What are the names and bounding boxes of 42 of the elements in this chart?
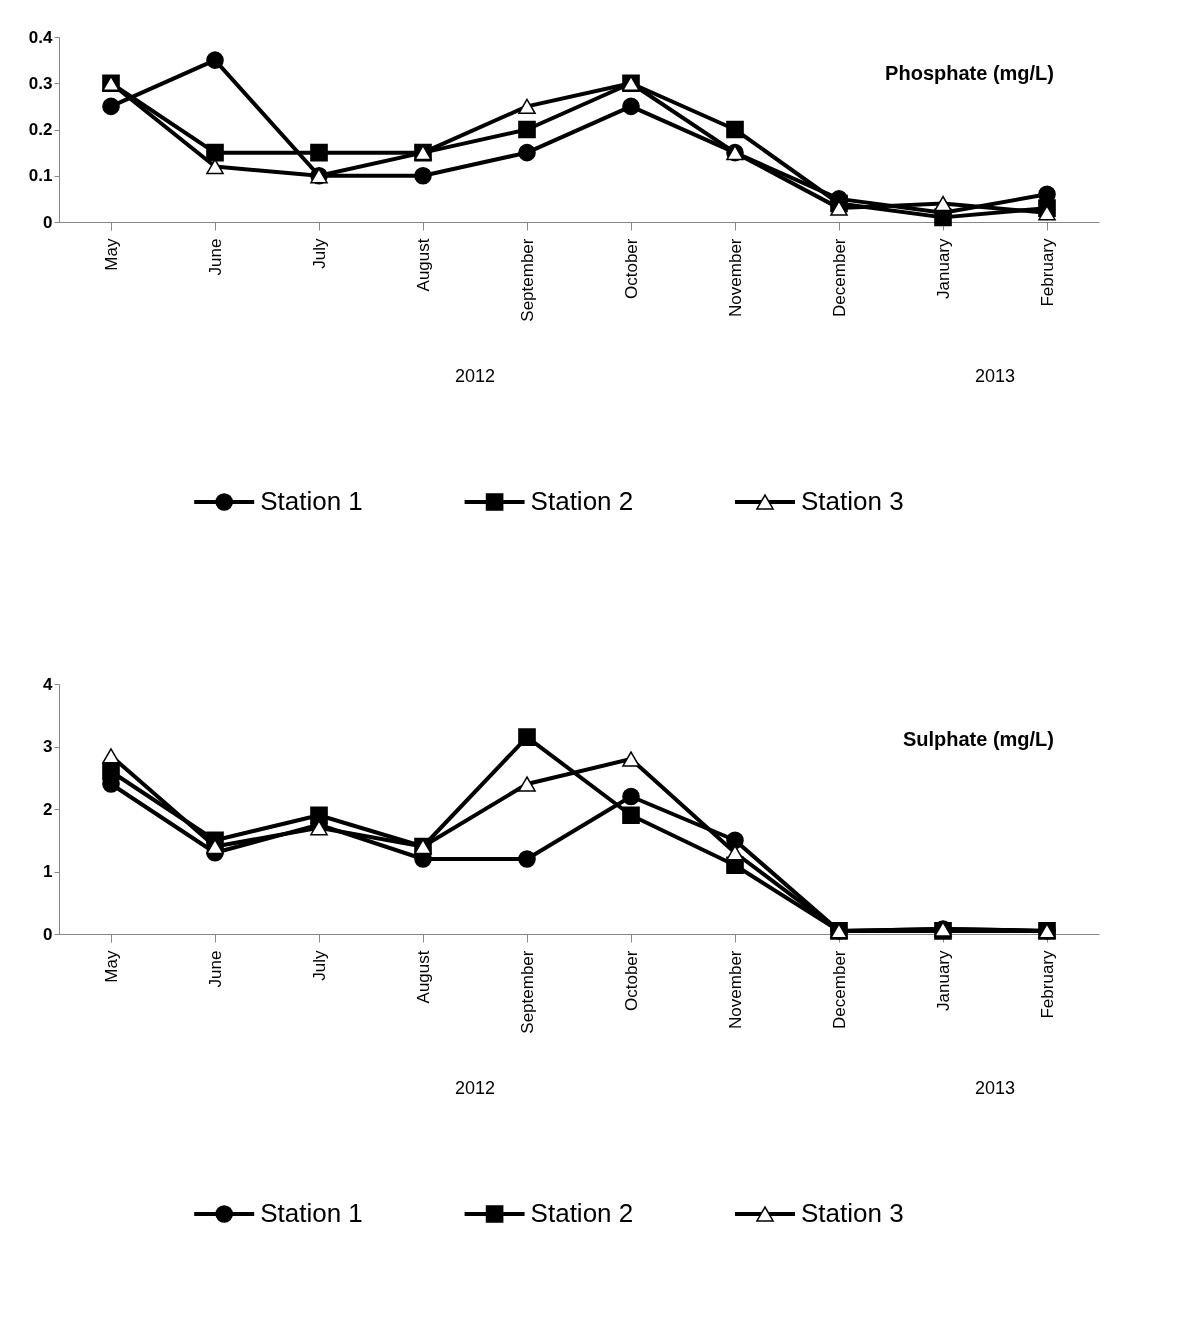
text: 2012 bbox=[454, 366, 496, 386]
y-tick-label: 1 bbox=[43, 862, 53, 881]
x-tick-label: January bbox=[933, 238, 953, 299]
x-tick-label: December bbox=[829, 238, 849, 317]
x-tick-label: October bbox=[621, 238, 641, 299]
y-tick-label: 0.2 bbox=[28, 120, 53, 139]
y-tick-label: 0 bbox=[43, 924, 53, 944]
x-tick-label: July bbox=[309, 950, 329, 981]
x-tick-label: January bbox=[933, 950, 953, 1011]
x-tick-label: June bbox=[205, 950, 225, 988]
text: Phosphate (mg/L) bbox=[885, 61, 1054, 84]
legend-label: Station 2 bbox=[530, 486, 634, 516]
y-tick-label: 0.4 bbox=[28, 27, 54, 47]
x-tick-label: May bbox=[101, 238, 121, 271]
legend-label: Station 3 bbox=[801, 1198, 904, 1228]
x-tick-label: August bbox=[413, 238, 433, 292]
text: 2013 bbox=[974, 366, 1016, 386]
x-tick-label: October bbox=[621, 950, 641, 1011]
legend-label: Station 2 bbox=[530, 1198, 634, 1228]
x-tick-label: February bbox=[1037, 238, 1057, 307]
y-tick-label: 3 bbox=[43, 737, 53, 756]
x-tick-label: August bbox=[413, 950, 433, 1004]
legend-label: Station 1 bbox=[260, 486, 363, 516]
y-tick-label: 4 bbox=[43, 674, 54, 694]
text: 2013 bbox=[974, 1078, 1016, 1098]
x-tick-label: September bbox=[517, 238, 537, 322]
x-tick-label: December bbox=[829, 950, 849, 1029]
legend-label: Station 1 bbox=[260, 1198, 363, 1228]
legend-label: Station 3 bbox=[801, 486, 904, 516]
text: Sulphate (mg/L) bbox=[902, 728, 1054, 750]
x-tick-label: May bbox=[101, 950, 121, 983]
x-tick-label: November bbox=[725, 238, 745, 317]
x-tick-label: November bbox=[725, 950, 745, 1029]
y-tick-label: 0 bbox=[43, 212, 53, 232]
y-tick-label: 0.3 bbox=[28, 73, 53, 93]
y-tick-label: 2 bbox=[43, 799, 53, 819]
y-tick-label: 0.1 bbox=[28, 166, 53, 186]
x-tick-label: July bbox=[309, 238, 329, 269]
x-tick-label: September bbox=[517, 950, 537, 1034]
x-tick-label: February bbox=[1037, 950, 1057, 1019]
text: 2012 bbox=[454, 1078, 496, 1098]
x-tick-label: June bbox=[205, 238, 225, 276]
